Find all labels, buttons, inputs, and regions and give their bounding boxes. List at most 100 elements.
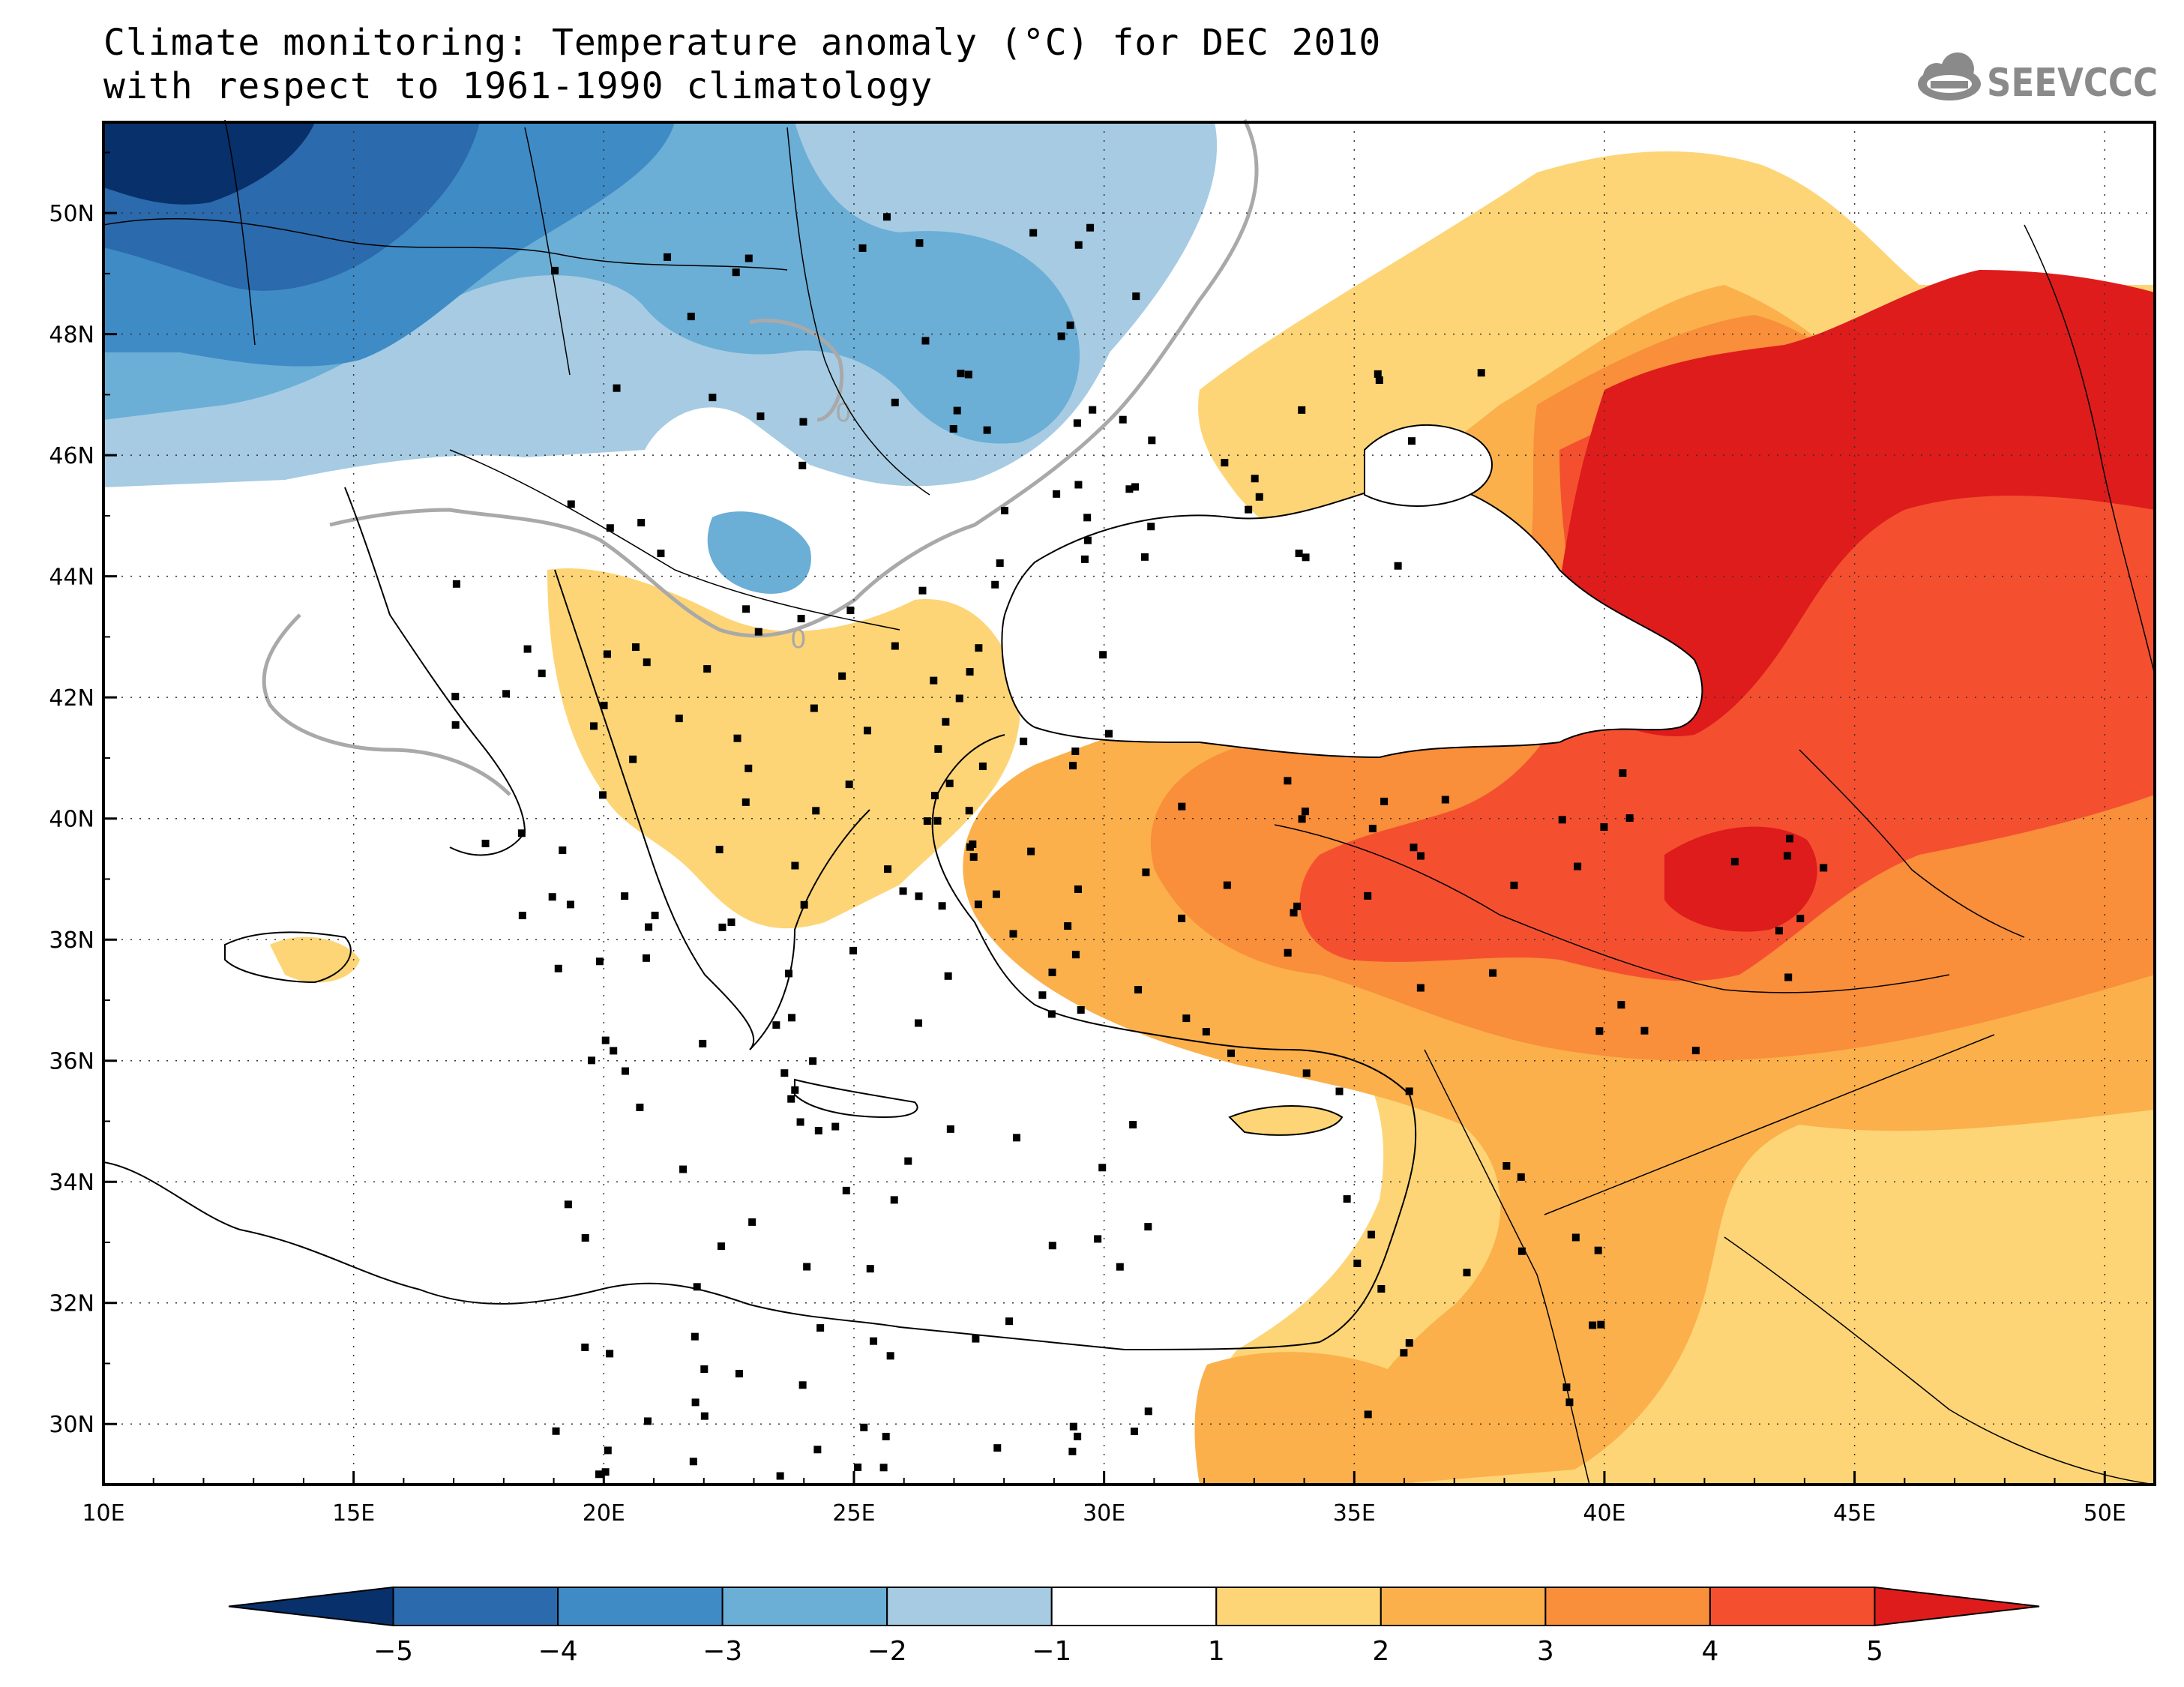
station-marker	[772, 1021, 780, 1029]
station-marker	[1416, 852, 1425, 860]
station-marker	[551, 266, 559, 274]
station-marker	[691, 1332, 699, 1341]
station-marker	[709, 394, 717, 402]
station-marker	[991, 580, 999, 589]
station-marker	[1691, 1047, 1700, 1055]
colorbar-segment	[721, 1587, 888, 1626]
colorbar-segment	[1215, 1587, 1382, 1626]
station-marker	[813, 1446, 822, 1454]
station-marker	[978, 763, 987, 771]
station-marker	[601, 1036, 610, 1044]
station-marker	[993, 1444, 1002, 1452]
station-marker	[1293, 902, 1302, 910]
station-marker	[1251, 475, 1259, 483]
station-marker	[787, 1014, 795, 1022]
station-marker	[1038, 991, 1047, 999]
station-marker	[1048, 1242, 1056, 1250]
station-marker	[1074, 481, 1083, 489]
colorbar-min-arrow	[228, 1586, 394, 1627]
station-marker	[1027, 847, 1035, 855]
station-marker	[1407, 437, 1416, 445]
station-marker	[1223, 881, 1231, 889]
station-marker	[838, 672, 846, 680]
station-marker	[854, 1463, 862, 1471]
lat-tick-label: 36N	[49, 1049, 94, 1075]
colorbar-label: 3	[1537, 1636, 1554, 1667]
lat-tick-label: 30N	[49, 1412, 94, 1438]
station-marker	[1600, 823, 1608, 831]
station-marker	[1125, 485, 1134, 493]
station-marker	[1098, 1164, 1107, 1172]
station-marker	[645, 923, 653, 931]
station-marker	[1080, 555, 1089, 563]
lon-tick-label: 25E	[832, 1500, 875, 1527]
station-marker	[1477, 369, 1485, 377]
station-marker	[879, 1464, 888, 1472]
station-marker	[1144, 1223, 1152, 1231]
anomaly-zone-plus1-sicily	[270, 936, 360, 983]
station-marker	[1562, 1383, 1571, 1392]
crimea	[1364, 424, 1493, 507]
station-marker	[1182, 1014, 1191, 1023]
lon-tick-label: 20E	[583, 1500, 625, 1527]
station-marker	[1094, 1235, 1102, 1243]
station-marker	[699, 1039, 707, 1047]
colorbar-max-arrow	[1874, 1586, 2040, 1627]
station-marker	[1130, 1428, 1138, 1436]
station-marker	[1053, 490, 1061, 498]
anomaly-zone-plus1-cyprus	[1230, 1106, 1342, 1135]
station-marker	[1068, 1447, 1077, 1455]
station-marker	[559, 846, 567, 854]
station-marker	[1405, 1087, 1413, 1095]
station-marker	[1502, 1161, 1511, 1170]
station-marker	[606, 1350, 614, 1358]
anomaly-zone-minus2-islet	[707, 511, 811, 594]
station-marker	[1400, 1349, 1408, 1357]
station-marker	[1005, 1317, 1014, 1326]
zero-contour	[262, 118, 1259, 796]
station-marker	[938, 902, 946, 910]
station-marker	[564, 1200, 572, 1209]
station-marker	[1405, 1339, 1413, 1347]
map-title: Climate monitoring: Temperature anomaly …	[103, 21, 1381, 108]
colorbar-segment	[557, 1587, 724, 1626]
station-marker	[1129, 1121, 1137, 1129]
station-marker	[604, 1446, 612, 1455]
lat-tick-label: 50N	[49, 201, 94, 227]
station-marker	[733, 734, 741, 742]
station-marker	[814, 1126, 822, 1134]
station-marker	[603, 650, 611, 658]
station-marker	[860, 1423, 868, 1431]
station-marker	[691, 1398, 700, 1407]
station-marker	[1074, 241, 1083, 249]
station-marker	[787, 1095, 795, 1103]
station-marker	[693, 1283, 701, 1291]
station-marker	[866, 1265, 874, 1273]
station-marker	[1255, 493, 1263, 501]
station-marker	[1619, 769, 1627, 778]
station-marker	[700, 1412, 709, 1420]
station-marker	[1284, 948, 1292, 957]
station-marker	[636, 1103, 644, 1111]
colorbar-label: 2	[1372, 1636, 1389, 1667]
black-sea	[1001, 478, 1703, 759]
station-marker	[1786, 835, 1794, 843]
station-marker	[1074, 1432, 1082, 1440]
station-marker	[613, 384, 621, 392]
station-marker	[1571, 1233, 1580, 1242]
station-marker	[1377, 1284, 1386, 1293]
station-marker	[715, 846, 724, 854]
station-marker	[687, 313, 695, 321]
station-marker	[803, 1263, 811, 1271]
station-marker	[915, 239, 924, 247]
lat-tick-label: 34N	[49, 1170, 94, 1196]
station-marker	[1116, 1263, 1124, 1271]
station-marker	[1134, 985, 1143, 993]
station-marker	[518, 912, 526, 920]
lon-tick-label: 45E	[1833, 1500, 1876, 1527]
station-marker	[1066, 321, 1074, 329]
country-borders	[103, 119, 2156, 1485]
station-marker	[643, 954, 651, 962]
station-marker	[1820, 864, 1828, 872]
